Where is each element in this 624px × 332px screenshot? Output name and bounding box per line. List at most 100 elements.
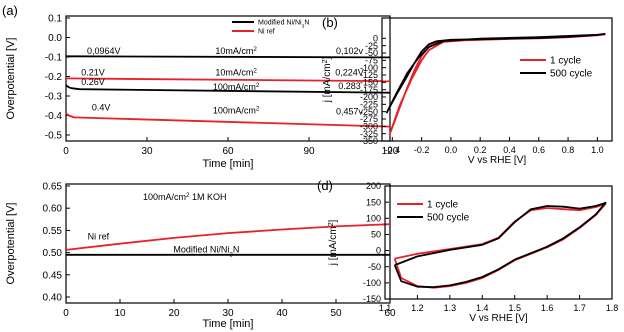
data-annotation: 0,457v	[336, 107, 364, 117]
x-tick-label: 0.0	[445, 145, 458, 155]
series-line	[65, 112, 391, 128]
x-tick-label: 40	[276, 308, 288, 319]
series-line	[385, 33, 606, 114]
legend-entry: Ni ref	[258, 28, 275, 35]
x-tick-label: 1.5	[508, 303, 521, 313]
y-tick-label: -100	[363, 278, 381, 288]
y-tick-label: 200	[366, 181, 381, 191]
y-tick-label: 0.60	[43, 204, 63, 215]
y-tick-label: -75	[365, 55, 378, 65]
x-tick-label: 0	[63, 308, 69, 319]
y-axis-label: j [mA/cm2]	[322, 56, 334, 103]
series-line	[65, 77, 391, 83]
y-tick-label: 0	[376, 246, 381, 256]
x-tick-label: 0.8	[562, 145, 575, 155]
x-axis-label: V vs RHE [V]	[469, 313, 528, 324]
y-tick-label: 0.55	[43, 226, 63, 237]
y-tick-label: -50	[368, 262, 381, 272]
x-tick-label: -0.4	[385, 145, 401, 155]
chart-a-bottom: 0.650.600.550.500.450.400 10 20 30 40 50 60Tim…	[5, 182, 396, 331]
y-tick-label: -275	[360, 114, 378, 124]
y-tick-label: 0.0	[48, 33, 62, 44]
y-tick-label: 0.45	[43, 270, 63, 281]
data-annotation: 0,224V	[335, 68, 364, 78]
y-tick-label: -100	[360, 63, 378, 73]
x-tick-label: 0	[63, 146, 69, 157]
x-axis-label: Time [min]	[203, 318, 254, 330]
y-axis-label: j [mA/cm2]	[328, 219, 340, 266]
y-tick-label: -225	[360, 99, 378, 109]
y-tick-label: -25	[365, 41, 378, 51]
y-tick-label: 50	[371, 230, 381, 240]
plot-frame-d	[384, 185, 613, 300]
y-tick-label: -0.1	[45, 53, 63, 64]
x-tick-label: 1.3	[444, 303, 457, 313]
series-line	[65, 55, 391, 59]
y-tick-label: -150	[363, 294, 381, 304]
legend: 1 cycle 500 cycle	[520, 56, 593, 80]
x-tick-label: 1.4	[476, 303, 489, 313]
data-annotation: 100mA/cm2	[213, 105, 260, 116]
y-tick-label: -150	[360, 77, 378, 87]
x-tick-label: 60	[222, 146, 234, 157]
y-axis-label: Overpotential [V]	[5, 38, 17, 120]
x-axis-label: Time [min]	[203, 158, 254, 170]
x-tick-label: 0.2	[474, 145, 487, 155]
panel-label-a: (a)	[2, 3, 18, 18]
x-tick-label: 1.0	[591, 145, 604, 155]
y-tick-label: 0	[373, 33, 378, 43]
panel-label-b: (b)	[322, 15, 338, 30]
x-tick-label: 1.7	[573, 303, 586, 313]
y-tick-label: -0.5	[45, 131, 63, 142]
data-annotation: 0,0964V	[87, 46, 121, 56]
data-annotation: 10mA/cm2	[215, 67, 257, 78]
x-tick-label: 50	[330, 308, 342, 319]
y-tick-label: 100	[366, 213, 381, 223]
x-tick-label: 1.2	[411, 303, 424, 313]
x-tick-label: 10	[114, 308, 126, 319]
chart-b: 0-25-50-75-100-125-150-175-200-225-250-2…	[322, 17, 613, 166]
y-axis-label: Overpotential [V]	[5, 203, 17, 285]
data-annotation: 100mA/cm2	[213, 81, 260, 92]
data-annotation: 0,102v	[336, 46, 364, 56]
x-tick-label: 1.8	[606, 303, 619, 313]
chart-a-top: 0.10.0-0.1-0.2-0.3-0.4-0.50 30 60 90 120Time…	[5, 14, 399, 171]
data-annotation: Modified Ni/Ni3N	[173, 245, 239, 259]
x-tick-label: 0.4	[503, 145, 516, 155]
x-tick-label: 30	[222, 308, 234, 319]
series-line	[65, 84, 391, 94]
legend-entry: 1 cycle	[427, 200, 459, 211]
x-tick-label: 1.6	[541, 303, 554, 313]
y-tick-label: 0.50	[43, 248, 63, 259]
legend-entry: 500 cycle	[427, 213, 470, 224]
y-tick-label: 0.1	[48, 14, 62, 25]
data-annotation: 10mA/cm2	[215, 46, 257, 57]
y-tick-label: -0.4	[45, 111, 63, 122]
x-tick-label: 90	[303, 146, 315, 157]
y-tick-label: -200	[360, 92, 378, 102]
data-annotation: 100mA/cm2 1M KOH	[143, 192, 227, 203]
x-axis-label: V vs RHE [V]	[468, 155, 527, 166]
y-tick-label: -325	[360, 129, 378, 139]
x-tick-label: 60	[384, 308, 396, 319]
series-line	[388, 33, 606, 136]
y-tick-label: -300	[360, 121, 378, 131]
legend-entry: Modified Ni/Ni3N	[258, 19, 309, 29]
y-tick-label: -50	[365, 48, 378, 58]
y-tick-label: 0.65	[43, 182, 63, 193]
y-tick-label: -250	[360, 107, 378, 117]
panel-label-d: (d)	[317, 178, 333, 193]
x-tick-label: 0.6	[533, 145, 546, 155]
data-annotation: 0.26V	[81, 77, 105, 87]
plot-frame-b	[381, 17, 613, 142]
data-annotation: 0.283	[338, 81, 361, 91]
x-tick-label: 120	[382, 146, 399, 157]
y-tick-label: 150	[366, 197, 381, 207]
y-tick-label: -350	[360, 136, 378, 146]
legend-entry: 500 cycle	[550, 69, 593, 80]
y-tick-label: -0.2	[45, 72, 63, 83]
x-tick-label: -0.2	[414, 145, 430, 155]
